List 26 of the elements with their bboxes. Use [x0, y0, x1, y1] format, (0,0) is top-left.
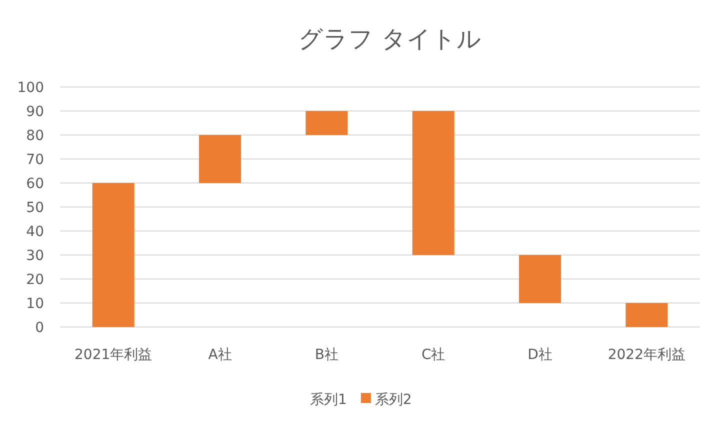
y-tick-label: 40: [26, 224, 44, 240]
y-tick-label: 90: [26, 104, 44, 120]
legend-label: 系列2: [374, 392, 412, 408]
bar: [519, 255, 561, 303]
bar: [412, 111, 454, 255]
bar: [626, 303, 668, 327]
chart-title: グラフ タイトル: [298, 25, 482, 53]
bar: [92, 183, 134, 327]
y-tick-label: 80: [26, 128, 44, 144]
text: 系列1: [310, 392, 347, 408]
x-tick-label: A社: [208, 347, 232, 363]
y-tick-label: 30: [26, 248, 44, 264]
x-tick-label: D社: [528, 347, 552, 363]
bar: [199, 135, 241, 183]
x-tick-label: 2022年利益: [608, 347, 686, 363]
y-tick-label: 50: [26, 200, 44, 216]
y-tick-label: 60: [26, 176, 44, 192]
bar: [306, 111, 348, 135]
x-tick-label: 2021年利益: [74, 347, 152, 363]
y-tick-label: 70: [26, 152, 44, 168]
y-tick-label: 100: [17, 80, 44, 96]
y-tick-label: 10: [26, 296, 44, 312]
x-tick-label: C社: [421, 347, 446, 363]
x-tick-label: B社: [314, 347, 338, 363]
y-tick-label: 0: [35, 320, 44, 336]
y-tick-label: 20: [26, 272, 44, 288]
